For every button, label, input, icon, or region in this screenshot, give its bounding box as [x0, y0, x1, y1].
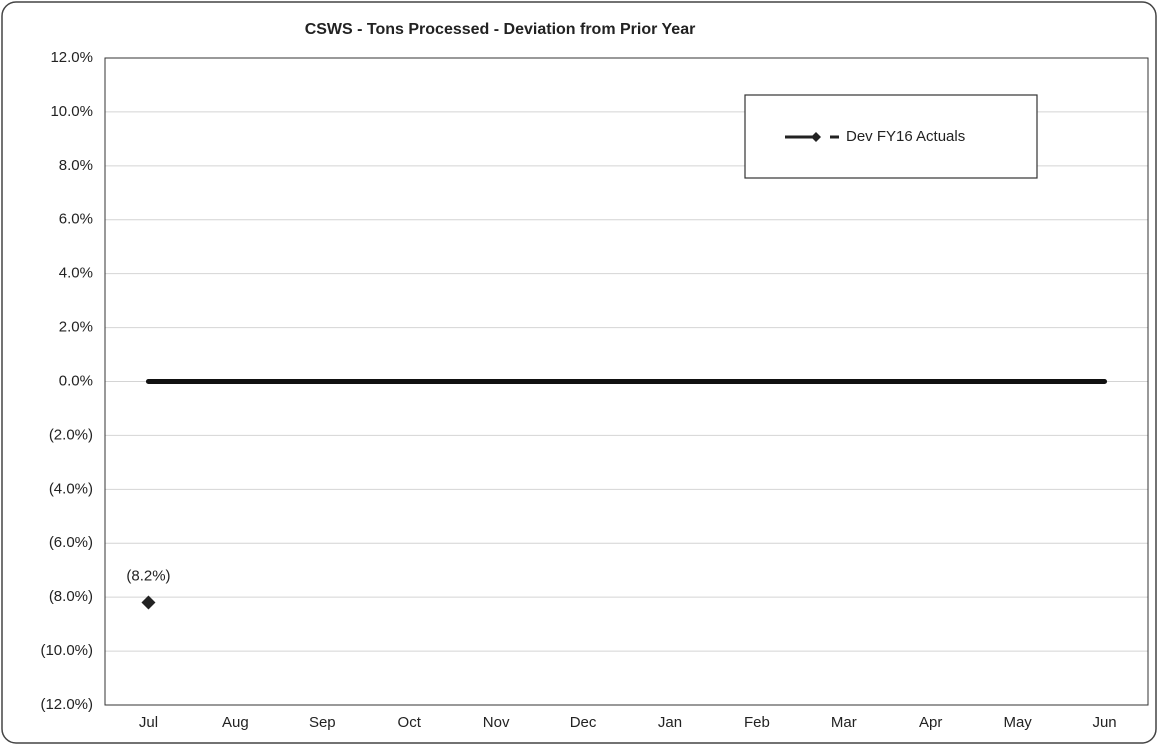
grid — [105, 57, 1148, 706]
data-label: (8.2%) — [126, 568, 170, 585]
x-tick-label: Nov — [483, 714, 510, 731]
x-tick-label: Dec — [570, 714, 597, 731]
y-tick-label: 0.0% — [59, 372, 93, 389]
data-point — [141, 595, 156, 610]
plot-area — [104, 57, 1149, 706]
y-tick-label: (4.0%) — [49, 480, 93, 497]
chart-title: CSWS - Tons Processed - Deviation from P… — [305, 21, 696, 38]
x-tick-label: May — [1003, 714, 1032, 731]
y-tick-label: (12.0%) — [40, 696, 93, 713]
x-tick-label: Jun — [1092, 714, 1116, 731]
y-tick-label: (10.0%) — [40, 642, 93, 659]
x-tick-label: Mar — [831, 714, 857, 731]
legend-marker — [811, 132, 821, 142]
y-tick-label: 2.0% — [59, 319, 93, 336]
x-tick-label: Feb — [744, 714, 770, 731]
y-tick-label: 12.0% — [50, 49, 93, 66]
y-tick-label: 4.0% — [59, 265, 93, 282]
x-tick-label: Apr — [919, 714, 942, 731]
legend-label: Dev FY16 Actuals — [846, 128, 965, 145]
x-tick-label: Jul — [139, 714, 158, 731]
y-tick-label: 8.0% — [59, 157, 93, 174]
y-tick-label: (6.0%) — [49, 534, 93, 551]
y-tick-label: 10.0% — [50, 103, 93, 120]
y-tick-label: (2.0%) — [49, 426, 93, 443]
x-tick-label: Aug — [222, 714, 249, 731]
y-tick-label: 6.0% — [59, 211, 93, 228]
x-tick-label: Sep — [309, 714, 336, 731]
x-tick-label: Jan — [658, 714, 682, 731]
x-tick-label: Oct — [398, 714, 422, 731]
y-tick-label: (8.0%) — [49, 588, 93, 605]
